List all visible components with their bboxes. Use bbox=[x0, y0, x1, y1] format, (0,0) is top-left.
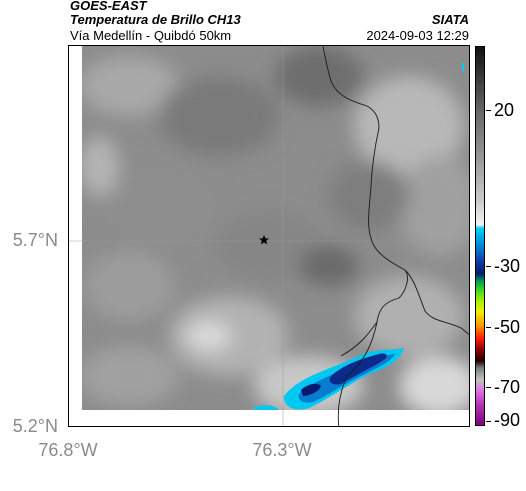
product-title: Temperatura de Brillo CH13 bbox=[70, 12, 241, 27]
brightness-temperature-field bbox=[69, 46, 469, 426]
lat-label-5-7: 5.7°N bbox=[12, 230, 58, 250]
lon-label-76-3: 76.3°W bbox=[252, 440, 312, 460]
colorbar-label: 20 bbox=[494, 100, 515, 120]
star-icon bbox=[259, 235, 269, 245]
colorbar-tick bbox=[486, 266, 491, 267]
political-borders bbox=[322, 46, 469, 426]
colorbar-tick bbox=[486, 387, 491, 388]
route-subtitle: Vía Medellín - Quibdó 50km bbox=[70, 28, 232, 43]
map-canvas bbox=[69, 46, 469, 426]
colorbar-tick bbox=[486, 421, 491, 422]
lon-label-76-8: 76.8°W bbox=[38, 440, 98, 460]
colorbar-label: -50 bbox=[494, 317, 521, 337]
agency-label: SIATA bbox=[431, 12, 469, 27]
grid-lines bbox=[69, 46, 469, 426]
colorbar-tick bbox=[486, 327, 491, 328]
colorbar bbox=[475, 46, 485, 426]
cyan-marker bbox=[462, 63, 464, 71]
timestamp: 2024-09-03 12:29 bbox=[366, 28, 469, 43]
colorbar-label: -30 bbox=[494, 256, 521, 276]
satellite-map[interactable] bbox=[68, 45, 470, 427]
colorbar-label: -70 bbox=[494, 377, 521, 397]
colorbar-label: -90 bbox=[494, 410, 521, 430]
lat-label-5-2: 5.2°N bbox=[12, 416, 58, 436]
satellite-name: GOES-EAST bbox=[70, 0, 147, 13]
colorbar-tick bbox=[486, 110, 491, 111]
